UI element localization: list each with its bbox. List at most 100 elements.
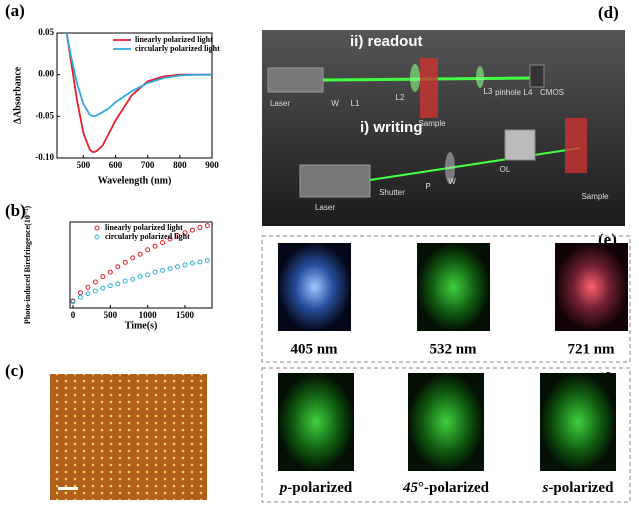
part-label: Sample [581,192,609,201]
part-label: pinhole [495,88,521,97]
point [85,291,91,297]
panel-box [261,235,631,363]
part-label: Laser [315,203,335,212]
point [122,259,128,265]
panel-label: (d) [598,3,619,22]
point [100,285,106,291]
part-label: Sample [418,119,446,128]
panel-label: (a) [5,1,25,20]
x-tick-label: 900 [205,160,219,170]
panel-label: (b) [5,201,26,220]
part-label: Laser [270,99,290,108]
part-label: P [425,182,430,191]
point [137,274,143,280]
y-axis-label: ΔAbsorbance [12,66,23,124]
image-caption: 45°-polarized [402,480,490,496]
point [189,227,195,233]
point [182,230,188,236]
x-tick-label: 0 [71,310,76,320]
point [204,223,210,229]
setup-title: i) writing [360,119,423,136]
setup-title: ii) readout [350,33,423,50]
caption-text: -polarized [548,480,614,496]
part-label: OL [500,165,511,174]
x-axis-label: Time(s) [125,320,158,331]
image-caption: 721 nm [567,341,615,357]
point [175,232,181,238]
y-tick-label: -0.10 [35,152,54,162]
x-tick-label: 700 [141,160,155,170]
x-axis-label: Wavelength (nm) [98,175,172,186]
point [167,266,173,272]
part-label: L2 [396,93,405,102]
x-tick-label: 600 [109,160,123,170]
micrograph [417,243,490,331]
micrograph [278,373,354,471]
point [175,264,181,270]
y-tick-label: 0.00 [38,69,54,79]
legend-label: linearly polarized light [135,35,213,44]
x-tick-label: 500 [104,310,118,320]
point [77,294,83,300]
point [115,264,121,270]
x-tick-label: 1500 [176,310,195,320]
legend-label: circularly polarized light [135,44,220,53]
x-tick-label: 1000 [139,310,158,320]
caption-text: °-polarized [418,480,490,496]
caption-italic: s [542,480,549,496]
part-label: Shutter [379,188,405,197]
point [92,288,98,294]
point [197,259,203,265]
micrograph [540,373,616,471]
point [130,276,136,282]
point [204,258,210,264]
point [107,269,113,275]
point [167,236,173,242]
caption-italic: p [278,480,288,496]
point [92,279,98,285]
point [197,224,203,230]
legend-swatch [94,234,100,240]
legend-label: circularly polarized light [105,232,190,241]
part-label: CMOS [540,88,564,97]
afm-image [50,374,207,500]
image-caption: 532 nm [429,341,477,357]
scale-bar [58,487,78,490]
y-axis-label: Photo-induced Birefringence(10⁻³) [23,206,32,325]
point [115,281,121,287]
point [85,284,91,290]
part-label: L1 [351,99,360,108]
part-label: L3 [484,87,493,96]
micrograph [278,243,351,331]
part-label: L4 [524,88,533,97]
line [65,32,212,118]
point [130,255,136,261]
point [122,278,128,284]
panel-box [261,367,631,503]
part-label: W [448,177,456,186]
setup-parts [267,58,587,198]
part-label: W [331,99,339,108]
x-tick-label: 500 [77,160,91,170]
line [65,32,212,154]
panel-label: (c) [5,361,24,380]
caption-text: -polarized [287,480,353,496]
plot-frame [56,32,213,159]
image-caption: 405 nm [290,341,338,357]
micrograph [408,373,484,471]
image-caption: s-polarized [542,480,614,496]
image-caption: p-polarized [278,480,353,496]
point [145,247,151,253]
point [160,267,166,273]
point [145,272,151,278]
micrograph [555,243,628,331]
y-tick-label: -0.05 [35,110,54,120]
point [182,262,188,268]
point [152,243,158,249]
plot-frame [69,221,213,309]
x-tick-label: 800 [173,160,187,170]
point [189,260,195,266]
point [107,283,113,289]
y-tick-label: 0.05 [38,27,54,37]
